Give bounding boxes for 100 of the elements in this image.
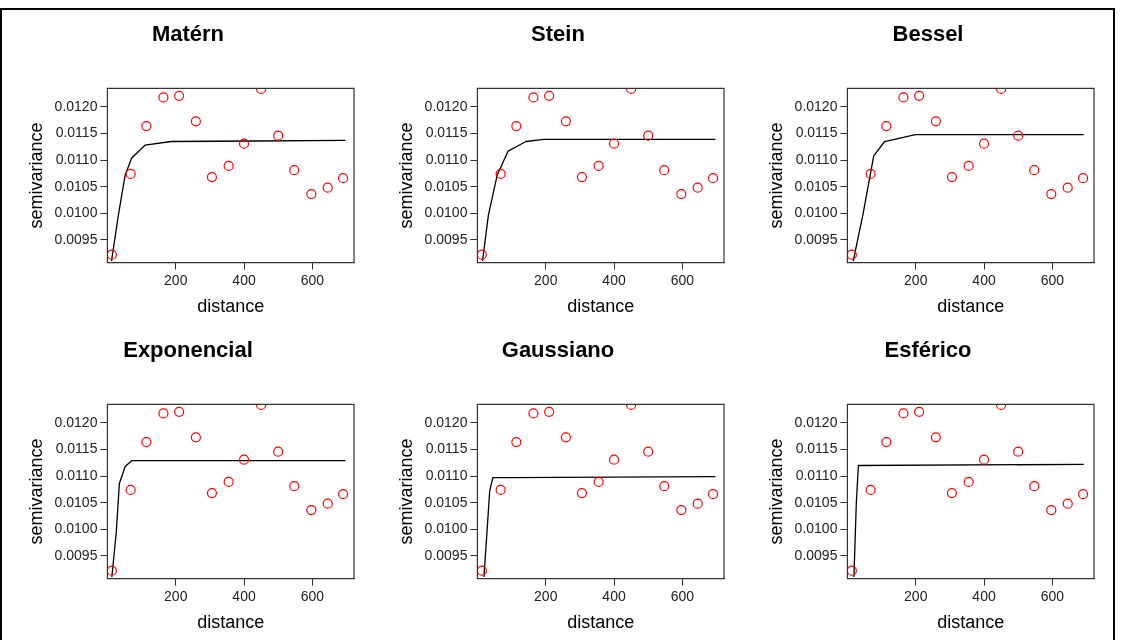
y-tick-label: 0.0100 xyxy=(54,520,98,537)
point xyxy=(511,121,522,132)
point xyxy=(495,484,506,496)
point xyxy=(495,168,506,180)
x-tick-label: 400 xyxy=(602,587,626,604)
point xyxy=(847,565,857,576)
chart-title: Stein xyxy=(531,21,585,47)
point xyxy=(273,130,284,141)
point xyxy=(659,481,670,492)
y-tick-label: 0.0105 xyxy=(794,493,838,510)
point xyxy=(337,489,349,500)
chart-title: Bessel xyxy=(892,21,964,47)
point xyxy=(898,92,909,103)
point xyxy=(608,454,620,465)
point xyxy=(946,171,958,183)
point xyxy=(1062,182,1073,193)
point xyxy=(477,565,487,576)
point xyxy=(914,90,925,101)
point xyxy=(576,487,588,499)
point xyxy=(930,116,941,127)
x-tick-label: 400 xyxy=(232,587,256,604)
x-tick-label: 200 xyxy=(534,271,558,288)
point xyxy=(125,168,136,180)
point xyxy=(544,90,555,101)
point xyxy=(676,504,687,516)
point xyxy=(692,182,703,193)
x-tick-label: 600 xyxy=(670,587,695,604)
x-axis-title: distance xyxy=(937,296,1005,317)
x-tick-label: 400 xyxy=(232,271,256,288)
x-tick-label: 600 xyxy=(670,271,695,288)
point xyxy=(978,454,990,465)
y-tick-label: 0.0105 xyxy=(794,177,838,194)
point xyxy=(1013,130,1024,141)
point xyxy=(560,432,571,443)
y-tick-label: 0.0115 xyxy=(795,124,838,141)
point xyxy=(881,437,892,448)
point xyxy=(125,484,136,496)
point xyxy=(273,446,284,457)
point xyxy=(190,432,201,443)
y-axis-title: semivariance xyxy=(25,122,46,229)
point xyxy=(206,171,218,183)
point xyxy=(692,498,703,509)
y-tick-label: 0.0120 xyxy=(794,97,838,114)
y-axis-title: semivariance xyxy=(395,122,416,229)
point xyxy=(322,182,333,193)
point xyxy=(1077,489,1089,500)
y-tick-label: 0.0105 xyxy=(54,493,98,510)
point xyxy=(593,476,604,488)
x-tick-label: 400 xyxy=(972,271,996,288)
point xyxy=(107,565,117,576)
point xyxy=(560,116,571,127)
y-tick-label: 0.0100 xyxy=(794,520,838,537)
point xyxy=(238,138,250,149)
y-tick-label: 0.0110 xyxy=(425,150,468,167)
y-axis-title: semivariance xyxy=(765,122,786,229)
point xyxy=(930,432,941,443)
point xyxy=(322,498,333,509)
chart-title: Gaussiano xyxy=(501,337,615,363)
x-axis-title: distance xyxy=(197,612,265,633)
point xyxy=(337,173,349,184)
point xyxy=(608,138,620,149)
point xyxy=(174,90,185,101)
point xyxy=(158,92,169,103)
x-axis-title: distance xyxy=(567,296,635,317)
x-tick-label: 400 xyxy=(602,271,626,288)
point xyxy=(1046,504,1057,516)
point xyxy=(528,408,539,419)
point xyxy=(511,437,522,448)
y-tick-label: 0.0105 xyxy=(424,177,468,194)
point xyxy=(593,160,604,172)
y-tick-label: 0.0120 xyxy=(424,97,468,114)
y-tick-label: 0.0110 xyxy=(55,150,98,167)
y-tick-label: 0.0120 xyxy=(424,413,468,430)
point xyxy=(898,408,909,419)
x-axis-title: distance xyxy=(937,612,1005,633)
y-tick-label: 0.0115 xyxy=(55,124,98,141)
x-tick-label: 600 xyxy=(300,587,325,604)
point xyxy=(914,406,925,417)
point xyxy=(576,171,588,183)
x-axis-title: distance xyxy=(567,612,635,633)
point xyxy=(1046,188,1057,200)
point xyxy=(1029,165,1040,176)
point xyxy=(238,454,250,465)
y-tick-label: 0.0100 xyxy=(54,204,98,221)
point xyxy=(676,188,687,200)
y-tick-label: 0.0120 xyxy=(54,97,98,114)
chart-title: Exponencial xyxy=(123,337,253,363)
point xyxy=(306,504,317,516)
x-tick-label: 400 xyxy=(972,587,996,604)
y-tick-label: 0.0100 xyxy=(424,204,468,221)
point xyxy=(289,165,300,176)
y-tick-label: 0.0115 xyxy=(55,440,98,457)
chart-title: Matérn xyxy=(151,21,225,47)
point xyxy=(865,484,876,496)
y-axis-title: semivariance xyxy=(765,438,786,545)
y-tick-label: 0.0095 xyxy=(424,546,468,563)
y-tick-label: 0.0110 xyxy=(55,466,98,483)
point xyxy=(223,476,234,488)
point xyxy=(477,249,487,260)
point xyxy=(659,165,670,176)
